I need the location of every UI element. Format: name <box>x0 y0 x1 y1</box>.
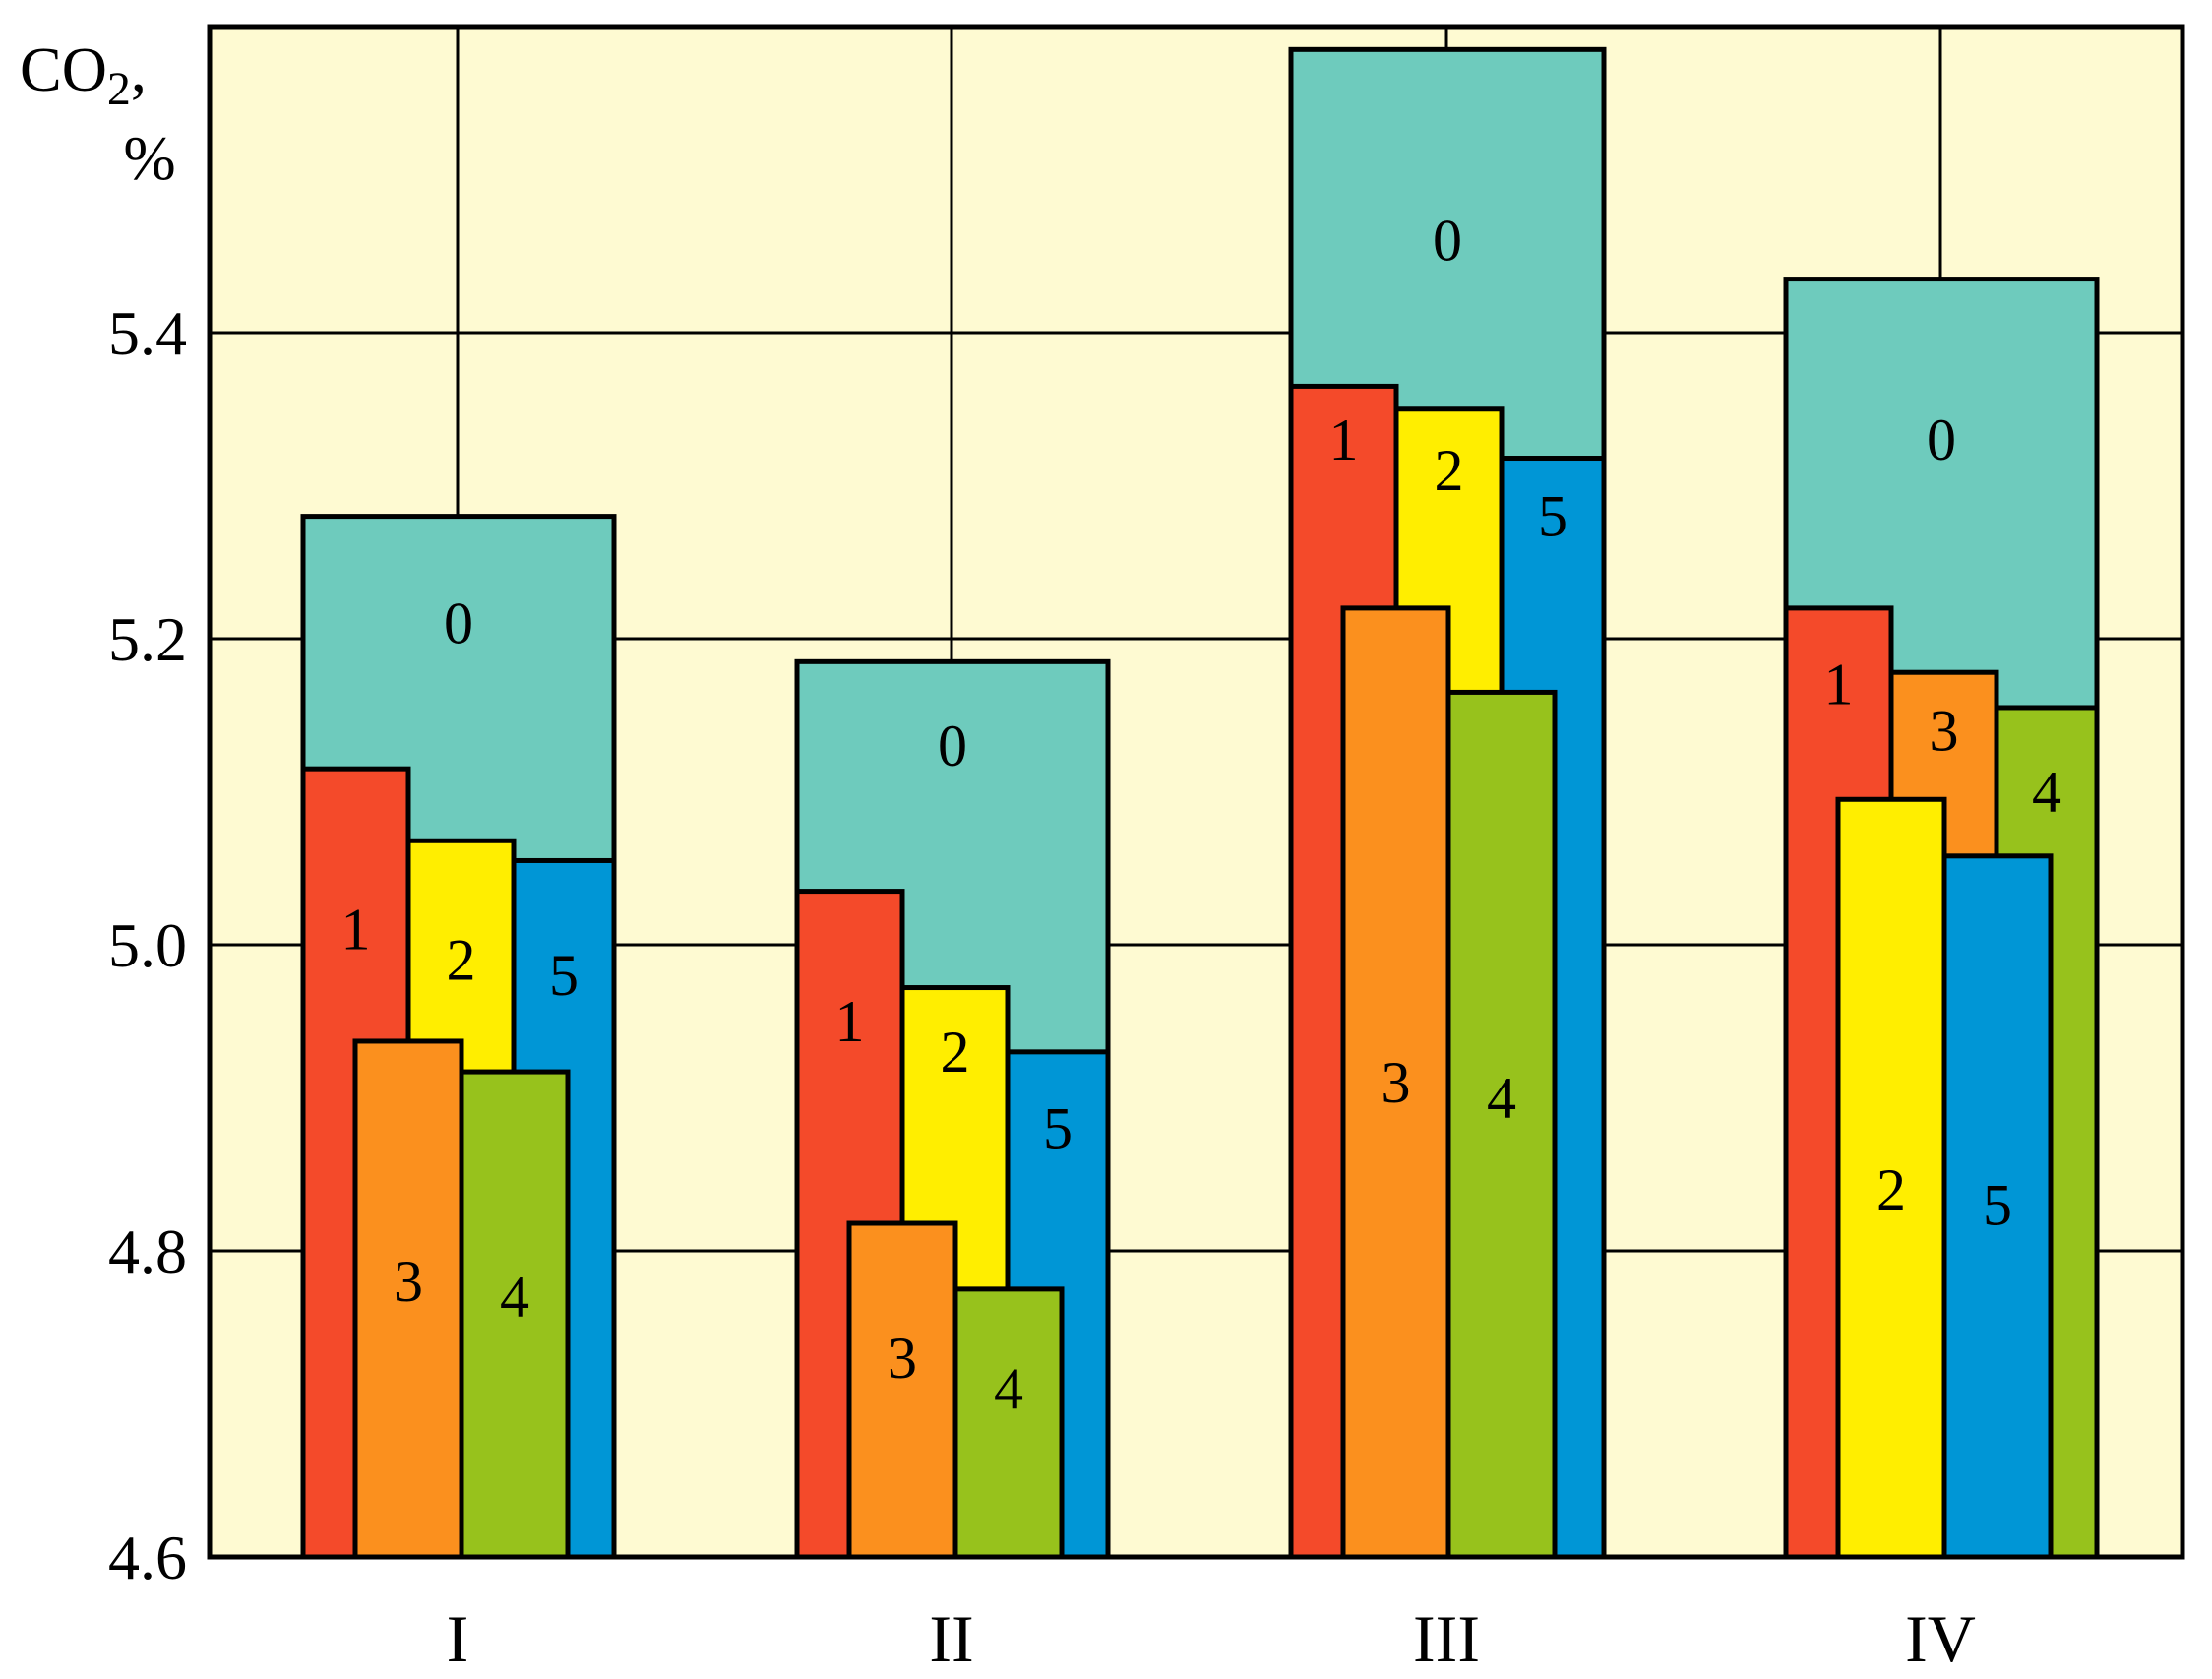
bar-label-II-series-5: 5 <box>1043 1096 1073 1161</box>
y-axis-unit: % <box>123 123 175 193</box>
x-tick-label: I <box>447 1601 469 1676</box>
y-tick-label: 5.0 <box>108 910 187 980</box>
bar-label-IV-series-3: 3 <box>1930 698 1959 763</box>
bar-label-II-series-1: 1 <box>835 989 865 1054</box>
x-tick-label: II <box>929 1601 973 1676</box>
y-tick-labels: 4.6 4.8 5.0 5.2 5.4 <box>108 298 187 1592</box>
bar-label-III-series-0: 0 <box>1433 209 1462 274</box>
x-tick-labels: I II III IV <box>447 1601 1976 1676</box>
plot-frame <box>207 24 2185 1560</box>
bar-II-series-4 <box>952 1286 1065 1560</box>
bar-label-I-series-1: 1 <box>341 897 371 962</box>
y-tick-label: 4.6 <box>108 1523 187 1592</box>
bar-label-II-series-0: 0 <box>938 714 967 778</box>
bar-label-III-series-2: 2 <box>1435 438 1464 503</box>
y-tick-label: 4.8 <box>108 1216 187 1286</box>
y-tick-label: 5.4 <box>108 298 187 368</box>
bar-group-II: 0 1 2 5 3 4 <box>794 658 1111 1560</box>
bar-group-IV: 0 1 3 4 2 5 <box>1783 277 2100 1560</box>
x-tick-label: IV <box>1905 1601 1976 1676</box>
bar-label-III-series-4: 4 <box>1487 1066 1516 1131</box>
y-axis-label: CO2, <box>20 34 147 115</box>
bar-label-I-series-4: 4 <box>500 1265 529 1330</box>
bar-label-II-series-2: 2 <box>941 1020 970 1085</box>
bar-III-series-4 <box>1445 689 1558 1560</box>
bar-III-series-3 <box>1340 605 1451 1560</box>
bar-label-II-series-4: 4 <box>994 1356 1023 1421</box>
y-tick-label: 5.2 <box>108 604 187 674</box>
bar-label-III-series-1: 1 <box>1329 407 1359 472</box>
bar-IV-series-2 <box>1835 796 1947 1560</box>
bar-label-III-series-5: 5 <box>1538 484 1567 549</box>
bar-label-IV-series-2: 2 <box>1876 1157 1906 1222</box>
bar-label-I-series-3: 3 <box>394 1249 423 1314</box>
bar-label-IV-series-0: 0 <box>1927 407 1956 472</box>
bar-label-I-series-0: 0 <box>444 591 473 655</box>
bar-label-IV-series-4: 4 <box>2032 760 2061 825</box>
x-tick-label: III <box>1413 1601 1480 1676</box>
bar-label-I-series-5: 5 <box>549 943 579 1008</box>
bar-IV-series-5 <box>1941 853 2054 1560</box>
bar-label-IV-series-1: 1 <box>1824 653 1854 717</box>
bar-label-I-series-2: 2 <box>447 928 476 993</box>
bar-label-III-series-3: 3 <box>1382 1050 1411 1115</box>
bar-group-I: 0 1 2 5 3 4 <box>300 514 617 1560</box>
bar-label-IV-series-5: 5 <box>1983 1172 2012 1237</box>
bars: 0 1 2 5 3 4 0 1 2 5 3 4 0 1 2 5 3 4 0 1 3 4 2 5 <box>300 46 2100 1560</box>
bar-label-II-series-3: 3 <box>888 1326 917 1391</box>
bar-group-III: 0 1 2 5 3 4 <box>1288 46 1607 1560</box>
